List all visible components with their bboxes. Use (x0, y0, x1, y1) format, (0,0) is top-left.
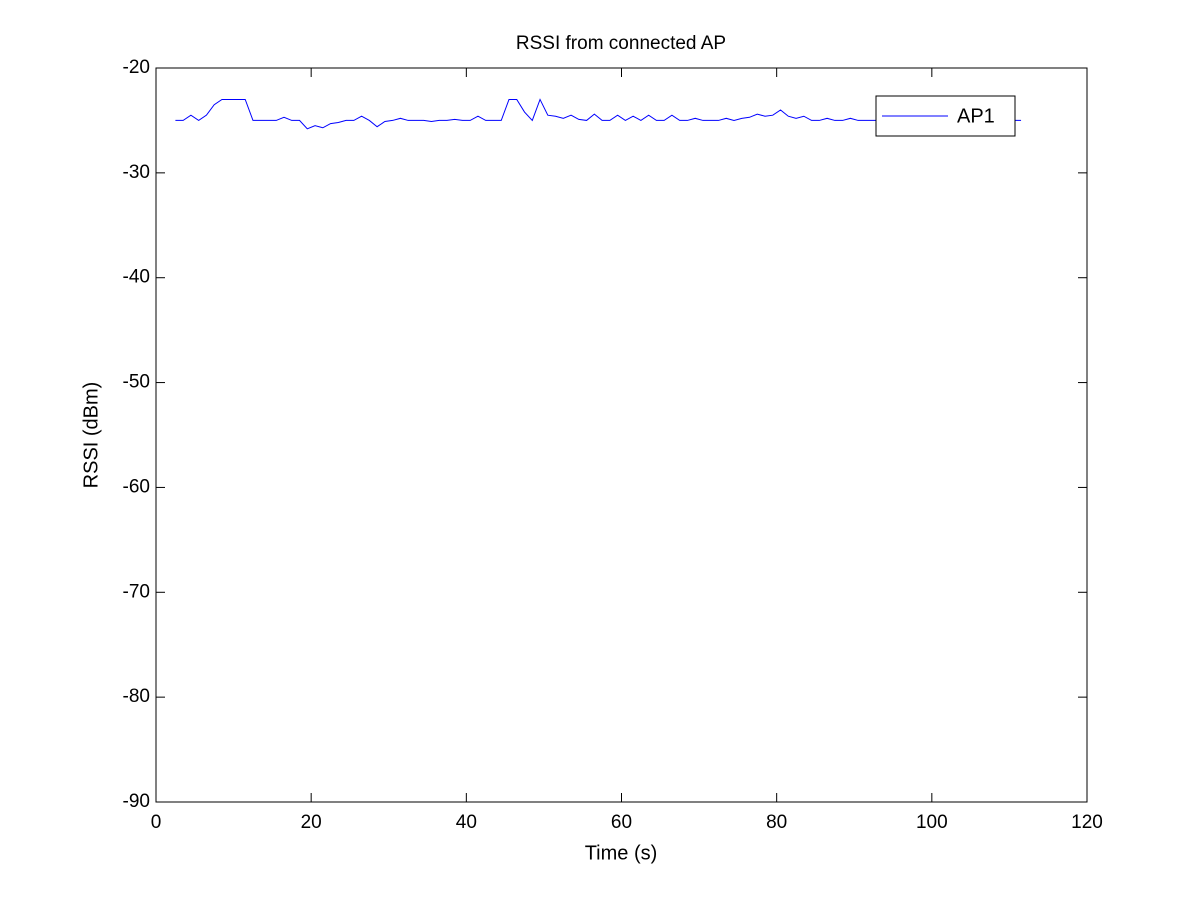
y-tick-label: -80 (123, 686, 150, 707)
y-tick-label: -30 (123, 162, 150, 183)
y-tick-label: -50 (123, 372, 150, 393)
x-tick-label: 80 (766, 812, 787, 833)
legend: AP1 (875, 95, 1016, 137)
chart-title: RSSI from connected AP (516, 33, 726, 54)
y-axis-label: RSSI (dBm) (80, 382, 102, 489)
x-tick-label: 0 (151, 812, 162, 833)
x-tick-label: 40 (456, 812, 477, 833)
x-tick-label: 20 (301, 812, 322, 833)
y-tick-label: -70 (123, 581, 150, 602)
y-tick-label: -90 (123, 791, 150, 812)
x-axis-label: Time (s) (585, 842, 658, 864)
legend-label: AP1 (957, 105, 995, 127)
y-tick-label: -60 (123, 476, 150, 497)
y-tick-label: -40 (123, 267, 150, 288)
x-tick-label: 100 (916, 812, 948, 833)
x-tick-label: 60 (611, 812, 632, 833)
y-tick-label: -20 (123, 57, 150, 78)
plot-frame (155, 67, 1088, 803)
x-tick-label: 120 (1071, 812, 1103, 833)
